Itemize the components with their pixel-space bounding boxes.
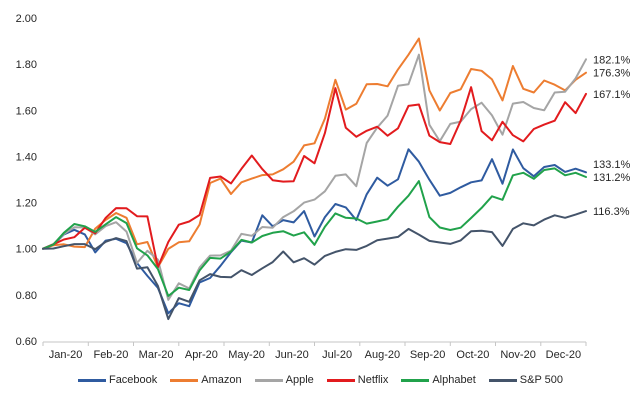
y-axis-tick-label: 1.20	[16, 198, 37, 210]
end-label-apple: 182.1%	[593, 54, 631, 66]
line-chart-plot-area: 2.00 1.80 1.60 1.40 1.20 1.00 0.80 0.60 Jan-20 Fe…	[16, 13, 631, 361]
end-label-s-p-500: 116.3%	[593, 206, 630, 218]
series-line-netflix	[42, 86, 587, 269]
series-line-apple	[42, 53, 587, 301]
x-axis-tick-label: Nov-20	[500, 349, 535, 361]
y-axis-tick-label: 1.40	[16, 151, 37, 163]
legend-item-netflix: Netflix	[326, 374, 389, 386]
end-label-facebook: 133.1%	[593, 159, 631, 171]
x-axis-tick-label: Feb-20	[93, 349, 128, 361]
series-line-facebook	[42, 148, 587, 315]
x-axis-tick-label: May-20	[228, 349, 265, 361]
legend-line-swatch	[401, 378, 430, 382]
end-label-amazon: 176.3%	[593, 68, 631, 80]
x-axis-tick-label: Apr-20	[185, 349, 218, 361]
legend-label: S&P 500	[519, 374, 564, 386]
legend-label: Facebook	[108, 374, 158, 386]
series-line-amazon	[42, 37, 587, 269]
series-line-s-p-500	[42, 210, 587, 321]
x-axis-tick-label: Sep-20	[410, 349, 445, 361]
legend-line-swatch	[254, 378, 283, 382]
y-axis-tick-label: 1.00	[16, 244, 37, 256]
legend-line-swatch	[326, 378, 355, 382]
x-axis-tick-label: Jan-20	[49, 349, 83, 361]
legend-label: Alphabet	[432, 374, 476, 386]
legend-line-swatch	[488, 378, 517, 382]
x-axis-tick-label: Aug-20	[365, 349, 400, 361]
y-axis-tick-label: 1.80	[16, 59, 37, 71]
x-axis-tick-label: Mar-20	[139, 349, 174, 361]
y-axis-tick-label: 1.60	[16, 105, 37, 117]
x-axis-tick-label: Jul-20	[322, 349, 352, 361]
legend-item-alphabet: Alphabet	[401, 374, 476, 386]
x-axis-tick-label: Oct-20	[456, 349, 489, 361]
legend-label: Apple	[285, 374, 314, 386]
legend-item-amazon: Amazon	[170, 374, 242, 386]
x-axis-tick-label: Jun-20	[275, 349, 309, 361]
x-axis-tick-label: Dec-20	[546, 349, 581, 361]
y-axis-tick-label: 2.00	[16, 13, 37, 25]
end-label-netflix: 167.1%	[593, 89, 631, 101]
y-axis-tick-label: 0.60	[16, 336, 37, 348]
chart-legend: Facebook Amazon Apple Netflix Alphabet S&P 50…	[0, 372, 641, 388]
legend-item-s-p-500: S&P 500	[488, 374, 564, 386]
series-line-alphabet	[42, 167, 587, 297]
legend-label: Netflix	[357, 374, 389, 386]
legend-item-apple: Apple	[254, 374, 314, 386]
legend-line-swatch	[170, 378, 199, 382]
end-label-alphabet: 131.2%	[593, 172, 631, 184]
legend-label: Amazon	[201, 374, 242, 386]
legend-item-facebook: Facebook	[77, 374, 158, 386]
y-axis-tick-label: 0.80	[16, 290, 37, 302]
legend-line-swatch	[77, 378, 106, 382]
